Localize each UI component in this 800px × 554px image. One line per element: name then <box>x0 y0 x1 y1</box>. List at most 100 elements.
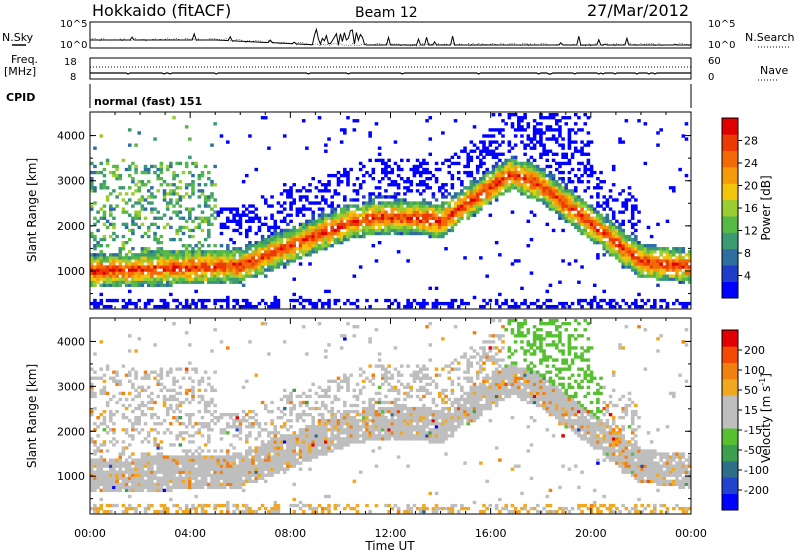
power-cell <box>387 304 391 309</box>
power-cell <box>115 173 119 178</box>
power-cell <box>197 222 202 227</box>
power-cell <box>469 155 474 160</box>
power-cell <box>615 219 619 223</box>
velocity-cell <box>292 452 296 456</box>
power-cell <box>450 301 455 306</box>
velocity-cell <box>108 476 113 480</box>
power-cell <box>324 213 328 217</box>
power-cell <box>146 180 151 184</box>
velocity-cell <box>213 482 217 487</box>
power-cell <box>175 173 179 178</box>
power-cell <box>463 195 467 199</box>
power-cell <box>469 213 474 217</box>
power-cell <box>346 173 350 178</box>
power-cell <box>324 244 328 248</box>
power-cell <box>472 295 477 300</box>
power-cell <box>191 219 195 223</box>
power-cell <box>678 277 682 281</box>
power-cell <box>108 259 113 263</box>
power-cell <box>526 125 531 129</box>
power-cell <box>475 189 480 193</box>
power-cell <box>665 274 670 278</box>
power-cell <box>327 180 331 184</box>
power-cell <box>355 207 360 211</box>
power-cell <box>146 283 151 287</box>
velocity-cell <box>105 470 110 474</box>
power-cell <box>232 228 236 233</box>
velocity-cell <box>333 446 338 450</box>
power-cell <box>627 244 632 248</box>
velocity-cell <box>188 464 192 468</box>
power-cell <box>422 222 426 227</box>
power-cell <box>143 259 148 263</box>
velocity-cell <box>165 476 170 480</box>
power-cell <box>548 180 553 184</box>
power-cell <box>377 180 382 184</box>
power-cell <box>494 195 499 199</box>
power-cell <box>377 240 382 245</box>
power-cell <box>286 240 290 245</box>
power-cell <box>539 137 543 141</box>
power-cell <box>222 250 227 254</box>
velocity-cell <box>251 467 255 471</box>
velocity-cell <box>229 464 233 468</box>
power-cell <box>624 244 629 248</box>
power-cell <box>336 183 341 187</box>
power-cell <box>226 140 230 144</box>
power-cell <box>441 225 445 230</box>
power-cell <box>175 161 179 166</box>
power-cell <box>624 198 629 202</box>
power-cell <box>172 256 176 260</box>
velocity-cell <box>181 470 186 474</box>
velocity-cell <box>124 458 129 462</box>
power-cell <box>282 247 287 251</box>
power-cell <box>159 256 164 260</box>
velocity-cell <box>333 394 338 399</box>
velocity-cell <box>181 461 186 465</box>
power-cell <box>226 295 230 300</box>
velocity-cell <box>305 394 309 399</box>
power-cell <box>194 250 198 254</box>
velocity-cell <box>93 452 97 456</box>
power-cell <box>267 234 271 239</box>
power-cell <box>611 234 616 239</box>
power-cell <box>251 274 255 278</box>
power-cell <box>235 259 240 263</box>
power-cell <box>583 213 588 217</box>
power-cell <box>301 225 306 230</box>
power-cell <box>159 280 164 284</box>
power-cell <box>203 164 208 169</box>
power-cell <box>216 265 221 269</box>
velocity-cell <box>317 428 322 432</box>
power-cell <box>298 210 303 214</box>
power-cell <box>656 274 660 278</box>
velocity-cell <box>165 485 170 490</box>
power-cell <box>365 213 369 217</box>
velocity-cell <box>127 461 132 465</box>
velocity-cell <box>219 470 224 474</box>
power-cell <box>251 304 255 309</box>
power-cell <box>156 280 160 284</box>
power-cell <box>501 183 505 187</box>
power-cell <box>513 170 518 175</box>
power-cell <box>539 198 543 202</box>
power-cell <box>90 161 94 166</box>
power-cell <box>112 277 116 281</box>
power-cell <box>561 259 565 263</box>
velocity-cell <box>327 494 331 499</box>
power-cell <box>140 262 145 266</box>
power-cell <box>517 170 521 175</box>
power-cell <box>678 259 682 263</box>
velocity-cell <box>112 464 116 468</box>
power-cell <box>134 256 138 260</box>
velocity-cell <box>305 425 309 429</box>
power-cell <box>672 189 676 193</box>
velocity-cell <box>188 376 192 380</box>
power-cell <box>311 231 315 236</box>
velocity-cell <box>301 440 306 444</box>
velocity-cell <box>257 470 262 474</box>
power-cell <box>254 262 259 266</box>
power-cell <box>150 265 154 269</box>
power-cell <box>548 192 553 196</box>
power-cell <box>586 204 591 208</box>
